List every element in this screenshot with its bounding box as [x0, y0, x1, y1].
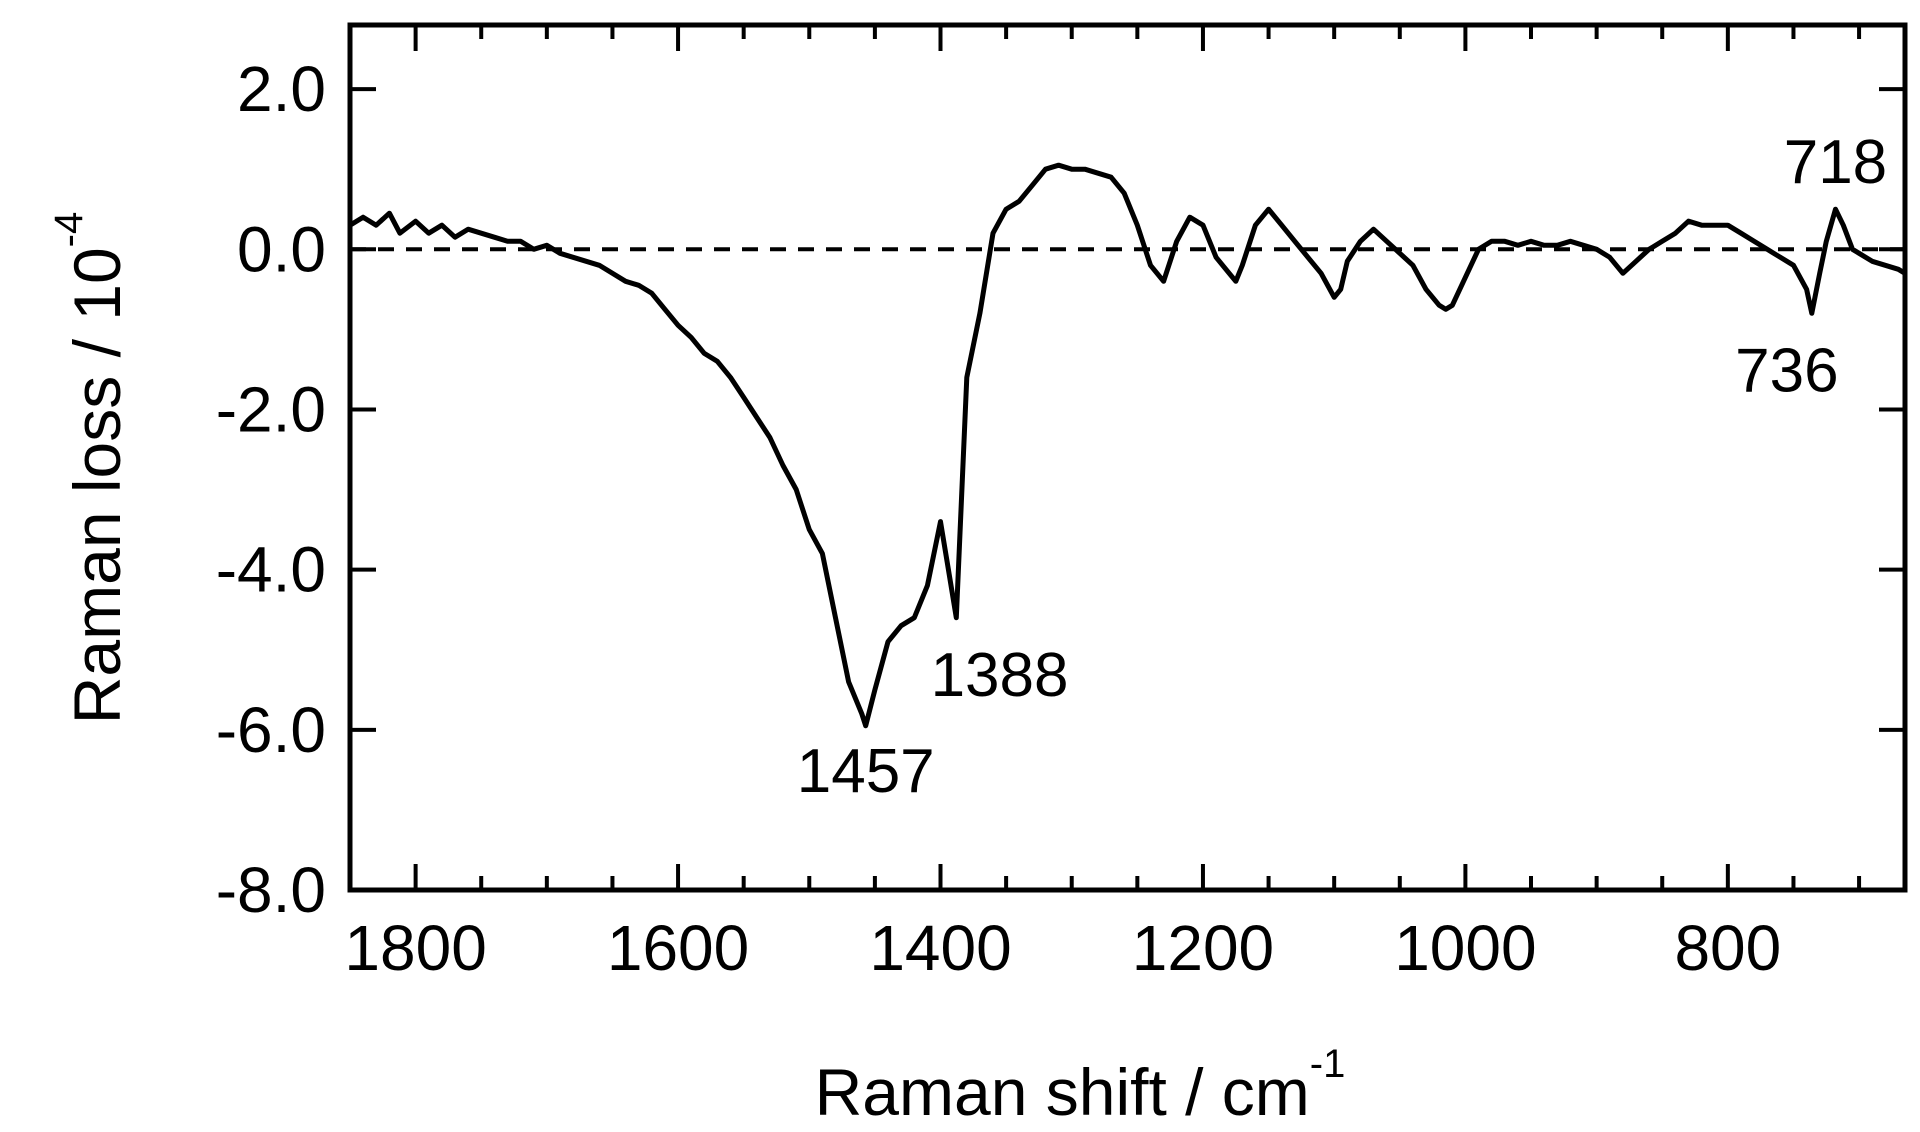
x-tick-label-1600: 1600	[607, 912, 749, 984]
x-tick-label-1200: 1200	[1132, 912, 1274, 984]
y-tick-label-1: 0.0	[237, 213, 326, 285]
peak-label-1388: 1388	[931, 641, 1069, 710]
series-line-0	[347, 162, 1908, 729]
peak-annotations: 1457 1388 718 736	[797, 128, 1887, 806]
y-tick-label-4: -6.0	[216, 694, 326, 766]
tick-labels: 1800 1600 1400 1200 1000 800 2.0 0.0 -2.0 -4.0 -6.…	[216, 53, 1782, 984]
plot-frame	[347, 22, 1908, 893]
y-tick-label-0: 2.0	[237, 53, 326, 125]
x-tick-label-1000: 1000	[1394, 912, 1536, 984]
y-tick-label-2: -2.0	[216, 373, 326, 445]
x-tick-label-1800: 1800	[344, 912, 486, 984]
x-tick-label-800: 800	[1674, 912, 1781, 984]
x-tick-label-1400: 1400	[869, 912, 1011, 984]
axis-ticks	[348, 25, 1905, 892]
y-tick-label-3: -4.0	[216, 534, 326, 606]
peak-label-1457: 1457	[797, 737, 935, 806]
peak-label-718: 718	[1784, 128, 1887, 197]
x-axis-title: Raman shift / cm-1	[815, 1042, 1346, 1129]
y-axis-title: Raman loss / 10-4	[47, 212, 134, 724]
peak-label-736: 736	[1735, 336, 1838, 405]
plot-area	[347, 22, 1908, 893]
y-tick-label-5: -8.0	[216, 854, 326, 926]
